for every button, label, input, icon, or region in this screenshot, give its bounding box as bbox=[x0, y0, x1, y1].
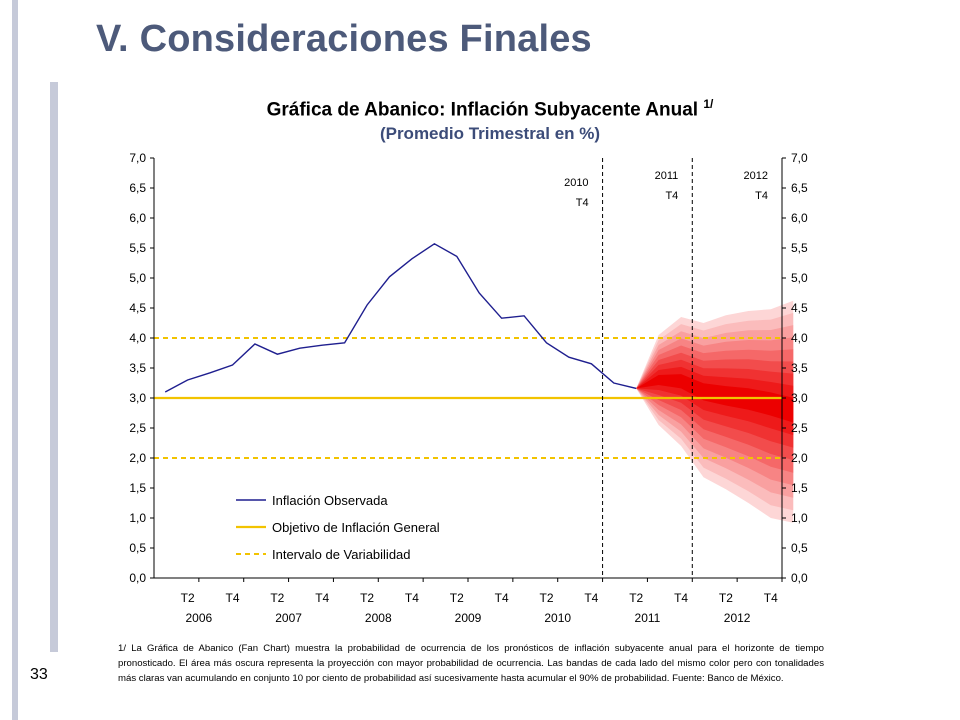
y-tick-label-left-11: 5,5 bbox=[129, 241, 146, 255]
x-year-label-2010: 2010 bbox=[544, 611, 571, 625]
legend-label-3: Intervalo de Variabilidad bbox=[272, 547, 411, 562]
fan-bands bbox=[636, 300, 794, 523]
x-quarter-label-13: T4 bbox=[764, 591, 778, 605]
x-quarter-label-12: T2 bbox=[719, 591, 733, 605]
observed-inflation-line bbox=[164, 242, 637, 393]
x-year-label-2008: 2008 bbox=[365, 611, 392, 625]
marker-label-3-quarter: T4 bbox=[755, 190, 768, 202]
x-quarter-label-6: T2 bbox=[450, 591, 464, 605]
observed-series bbox=[164, 242, 637, 393]
y-tick-label-right-10: 5,0 bbox=[791, 271, 808, 285]
y-tick-label-left-5: 2,5 bbox=[129, 421, 146, 435]
y-tick-label-right-0: 0,0 bbox=[791, 571, 808, 585]
y-tick-label-right-6: 3,0 bbox=[791, 391, 808, 405]
marker-label-1-quarter: T4 bbox=[576, 197, 589, 209]
y-tick-label-left-14: 7,0 bbox=[129, 151, 146, 165]
y-tick-label-right-9: 4,5 bbox=[791, 301, 808, 315]
y-tick-label-left-13: 6,5 bbox=[129, 181, 146, 195]
chart-subtitle: (Promedio Trimestral en %) bbox=[379, 124, 601, 143]
chart-title-text: Gráfica de Abanico: Inflación Subyacente… bbox=[266, 99, 699, 121]
y-tick-label-right-7: 3,5 bbox=[791, 361, 808, 375]
chart-footnote: 1/ La Gráfica de Abanico (Fan Chart) mue… bbox=[118, 643, 824, 684]
x-year-label-2012: 2012 bbox=[724, 611, 751, 625]
x-year-label-2011: 2011 bbox=[635, 611, 661, 625]
decorative-rail-content bbox=[50, 82, 58, 652]
marker-label-3-year: 2012 bbox=[744, 170, 768, 182]
axes bbox=[150, 157, 786, 582]
legend-label-1: Inflación Observada bbox=[272, 493, 388, 508]
x-quarter-label-1: T4 bbox=[225, 591, 239, 605]
page-number: 33 bbox=[30, 666, 48, 683]
y-tick-label-left-4: 2,0 bbox=[129, 451, 146, 465]
marker-label-2-year: 2011 bbox=[655, 170, 679, 182]
y-tick-label-left-1: 0,5 bbox=[129, 541, 146, 555]
chart-title-footnote-mark: 1/ bbox=[703, 97, 714, 111]
y-tick-label-right-11: 5,5 bbox=[791, 241, 808, 255]
marker-label-2-quarter: T4 bbox=[665, 190, 678, 202]
y-tick-label-left-0: 0,0 bbox=[129, 571, 146, 585]
x-quarter-label-0: T2 bbox=[181, 591, 195, 605]
y-tick-label-left-12: 6,0 bbox=[129, 211, 146, 225]
decorative-rail-left bbox=[12, 0, 18, 720]
y-tick-label-right-1: 0,5 bbox=[791, 541, 808, 555]
y-tick-label-right-8: 4,0 bbox=[791, 331, 808, 345]
x-quarter-label-11: T4 bbox=[674, 591, 688, 605]
y-tick-label-right-4: 2,0 bbox=[791, 451, 808, 465]
x-quarter-label-8: T2 bbox=[539, 591, 553, 605]
legend-label-2: Objetivo de Inflación General bbox=[272, 520, 440, 535]
x-year-label-2007: 2007 bbox=[275, 611, 302, 625]
y-tick-label-left-2: 1,0 bbox=[129, 511, 146, 525]
x-quarter-label-9: T4 bbox=[584, 591, 598, 605]
y-tick-label-left-9: 4,5 bbox=[129, 301, 146, 315]
x-quarter-label-2: T2 bbox=[270, 591, 284, 605]
y-tick-label-right-3: 1,5 bbox=[791, 481, 808, 495]
x-year-label-2006: 2006 bbox=[186, 611, 213, 625]
x-quarter-label-4: T2 bbox=[360, 591, 374, 605]
axis-labels: 2010 T4 2011 T4 2012 T4 0,0 0,0 0,5 0,5 1,0 1,0 1,5 1… bbox=[129, 151, 808, 625]
legend: Inflación Observada Objetivo de Inflación… bbox=[236, 493, 440, 562]
slide-title: V. Consideraciones Finales bbox=[96, 18, 592, 60]
y-tick-label-left-10: 5,0 bbox=[129, 271, 146, 285]
x-quarter-label-10: T2 bbox=[629, 591, 643, 605]
y-tick-label-left-7: 3,5 bbox=[129, 361, 146, 375]
y-tick-label-right-14: 7,0 bbox=[791, 151, 808, 165]
x-quarter-label-7: T4 bbox=[495, 591, 509, 605]
y-tick-label-left-3: 1,5 bbox=[129, 481, 146, 495]
x-quarter-label-3: T4 bbox=[315, 591, 329, 605]
y-tick-label-right-2: 1,0 bbox=[791, 511, 808, 525]
y-tick-label-left-8: 4,0 bbox=[129, 331, 146, 345]
y-tick-label-left-6: 3,0 bbox=[129, 391, 146, 405]
y-tick-label-right-13: 6,5 bbox=[791, 181, 808, 195]
marker-label-1-year: 2010 bbox=[564, 177, 588, 189]
x-year-label-2009: 2009 bbox=[455, 611, 482, 625]
y-tick-label-right-5: 2,5 bbox=[791, 421, 808, 435]
chart-title: Gráfica de Abanico: Inflación Subyacente… bbox=[180, 97, 800, 121]
y-tick-label-right-12: 6,0 bbox=[791, 211, 808, 225]
x-quarter-label-5: T4 bbox=[405, 591, 419, 605]
